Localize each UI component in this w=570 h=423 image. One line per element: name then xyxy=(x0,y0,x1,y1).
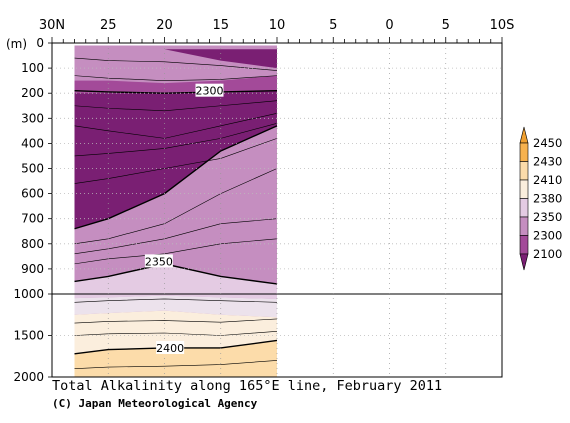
chart-credit: (C) Japan Meteorological Agency xyxy=(52,397,258,410)
contour-label: 2350 xyxy=(145,255,173,268)
legend-level-label: 2380 xyxy=(533,192,562,206)
y-tick-label: 800 xyxy=(21,237,44,251)
y-tick-label: 300 xyxy=(21,111,44,125)
x-tick-label: 25 xyxy=(100,18,117,33)
x-tick-label: 15 xyxy=(212,18,229,33)
y-tick-label: 100 xyxy=(21,61,44,75)
y-tick-label: 1000 xyxy=(13,287,44,301)
y-tick-label: 500 xyxy=(21,162,44,176)
chart-title: Total Alkalinity along 165°E line, Febru… xyxy=(52,378,443,394)
y-tick-label: 1500 xyxy=(13,329,44,343)
data-area xyxy=(74,45,277,377)
x-axis: 30N 25 20 15 10 5 0 5 10S xyxy=(39,18,515,43)
band-core xyxy=(74,90,277,229)
contour-line xyxy=(74,360,278,369)
legend-level-label: 2100 xyxy=(533,247,562,261)
contour-label-bg xyxy=(156,340,185,354)
x-tick-label: 10 xyxy=(269,18,286,33)
contour-label-group: 2400 xyxy=(156,340,185,355)
y-tick-label: 600 xyxy=(21,187,44,201)
legend-level-label: 2430 xyxy=(533,155,562,169)
contour-label: 2300 xyxy=(196,85,224,98)
legend-swatch xyxy=(519,179,529,199)
contour-labels: 2300 2350 2400 xyxy=(144,83,224,355)
legend-swatch xyxy=(519,142,529,162)
y-tick-label: 0 xyxy=(36,36,44,50)
band-light xyxy=(74,263,277,299)
legend-level-label: 2350 xyxy=(533,210,562,224)
y-tick-label: 900 xyxy=(21,262,44,276)
x-tick-label: 30N xyxy=(39,18,65,33)
x-tick-label: 5 xyxy=(442,18,450,33)
legend-swatch xyxy=(519,235,529,255)
x-tick-label: 20 xyxy=(156,18,173,33)
contour-label-bg xyxy=(195,83,224,97)
y-tick-label: 2000 xyxy=(13,370,44,384)
legend-level-label: 2450 xyxy=(533,136,562,150)
legend-level-label: 2410 xyxy=(533,173,562,187)
contour-label-group: 2350 xyxy=(144,254,173,268)
band-mid xyxy=(74,125,277,284)
contour-line xyxy=(74,57,278,71)
legend-arrow-bottom xyxy=(519,253,529,271)
y-axis: (m) 0 100 200 300 400 500 600 700 800 900 1000 1500 2… xyxy=(6,36,52,384)
contour-label: 2400 xyxy=(156,342,184,355)
contour-line xyxy=(74,318,278,324)
legend-arrow-top xyxy=(519,126,529,144)
y-tick-label: 700 xyxy=(21,212,44,226)
x-tick-label: 5 xyxy=(329,18,337,33)
y-axis-label: (m) xyxy=(6,37,27,51)
legend-swatch xyxy=(519,198,529,218)
contour-line xyxy=(74,75,278,81)
x-tick-label: 10S xyxy=(490,18,515,33)
plot-frame xyxy=(51,42,503,378)
x-tick-label: 0 xyxy=(385,18,393,33)
legend-swatch xyxy=(519,161,529,181)
y-tick-label: 400 xyxy=(21,136,44,150)
contour-line xyxy=(74,100,278,112)
band-min xyxy=(74,49,277,69)
color-legend: 2450 2430 2410 2380 2350 2300 2100 xyxy=(519,126,562,271)
legend-level-label: 2300 xyxy=(533,229,562,243)
contour-label-bg xyxy=(144,254,173,268)
y-tick-label: 200 xyxy=(21,86,44,100)
contour-label-group: 2300 xyxy=(195,83,224,98)
legend-swatch xyxy=(519,216,529,236)
band-core-edge xyxy=(74,75,277,94)
